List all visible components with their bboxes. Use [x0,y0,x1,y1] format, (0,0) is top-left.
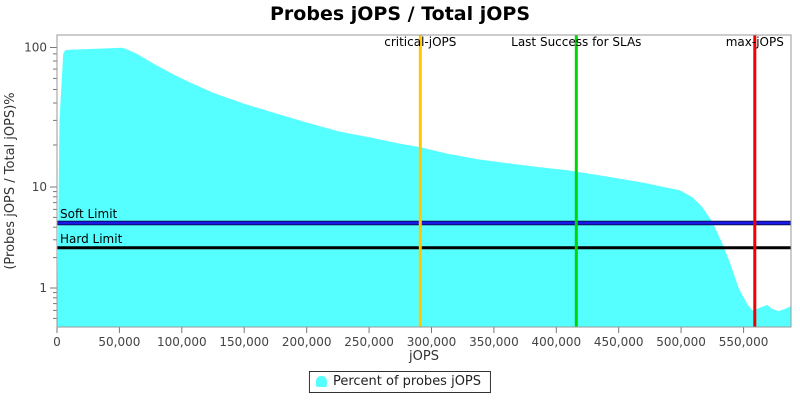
soft-limit-label: Soft Limit [60,207,118,221]
hard-limit-label: Hard Limit [60,232,123,246]
legend: Percent of probes jOPS [308,371,492,393]
x-axis-tick-label: 350,000 [469,335,519,349]
x-axis-tick-label: 450,000 [594,335,644,349]
x-axis-tick-label: 250,000 [344,335,394,349]
legend-series-label: Percent of probes jOPS [332,374,482,389]
chart-title: Probes jOPS / Total jOPS [270,3,530,25]
max-jops-label: max-jOPS [726,35,784,49]
y-axis-tick-label: 1 [39,281,47,295]
last-success-for-slas-label: Last Success for SLAs [511,35,641,49]
x-axis-tick-label: 50,000 [98,335,140,349]
area-series-percent-of-probes-jops [57,47,791,329]
plot-border [56,34,792,328]
y-axis-tick-label: 10 [32,180,47,194]
x-axis-tick-label: 500,000 [656,335,706,349]
y-axis-tick-label: 100 [24,41,47,55]
x-axis-tick-label: 0 [53,335,61,349]
x-axis-title: jOPS [408,349,439,364]
x-axis-tick-label: 300,000 [407,335,457,349]
x-axis-tick-label: 100,000 [157,335,207,349]
x-axis-tick-label: 400,000 [531,335,581,349]
x-axis-tick-label: 150,000 [219,335,269,349]
x-axis-tick-label: 550,000 [719,335,769,349]
legend-series-marker-icon [315,376,327,387]
critical-jops-label: critical-jOPS [384,35,456,49]
y-axis-title: (Probes jOPS / Total jOPS)% [3,92,18,269]
x-axis-tick-label: 200,000 [282,335,332,349]
